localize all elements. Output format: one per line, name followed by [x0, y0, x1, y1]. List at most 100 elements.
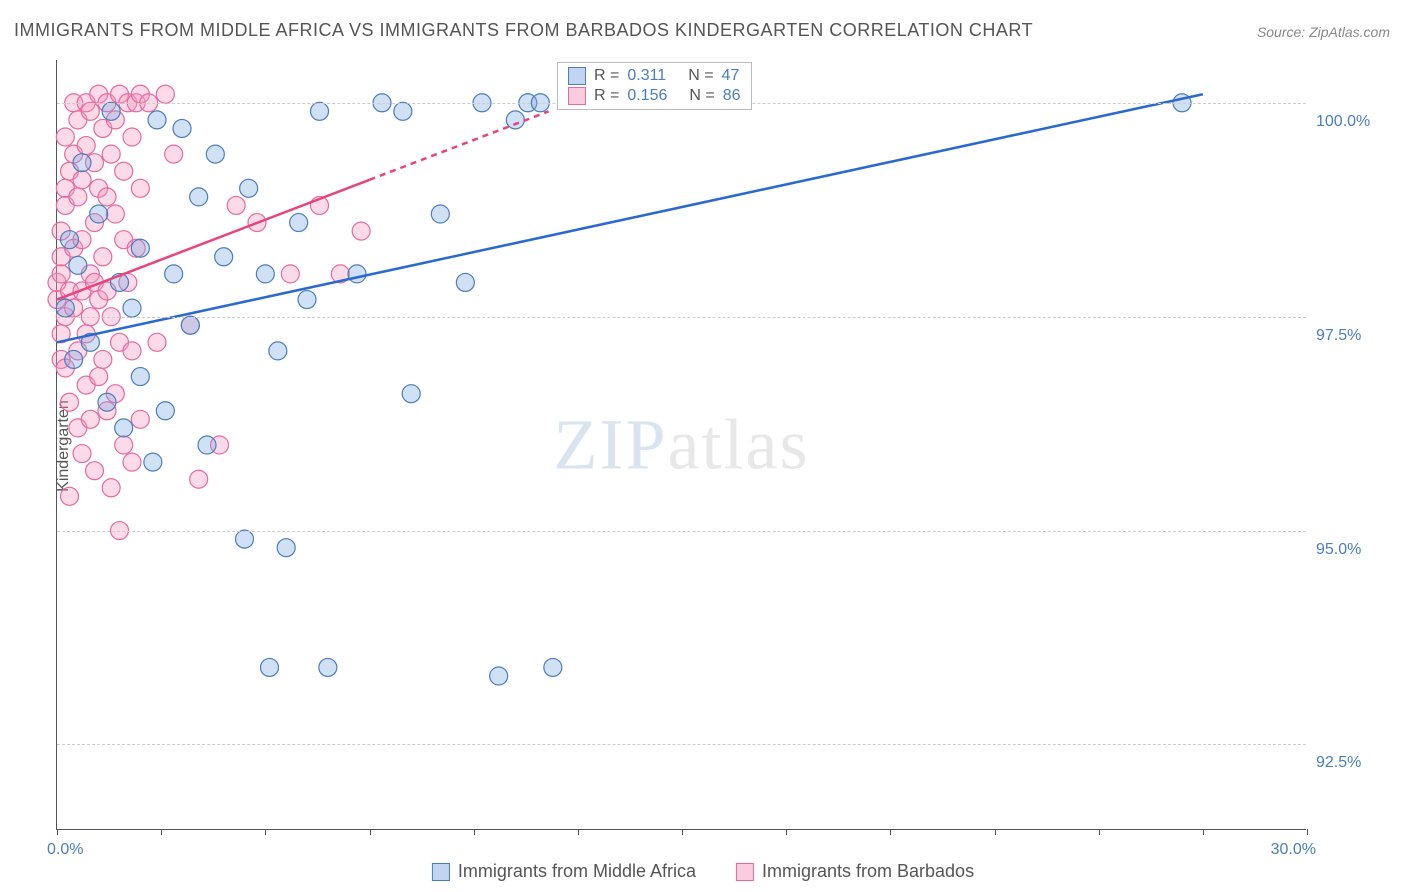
data-point: [311, 102, 329, 120]
x-tick-mark: [578, 829, 579, 835]
n-label: N =: [689, 87, 714, 105]
data-point: [402, 385, 420, 403]
legend-item-pink: Immigrants from Barbados: [736, 861, 974, 882]
data-point: [123, 453, 141, 471]
x-tick-mark: [995, 829, 996, 835]
n-label: N =: [688, 67, 713, 85]
gridline: [57, 317, 1306, 318]
y-tick-label: 97.5%: [1316, 327, 1396, 345]
x-tick-mark: [57, 829, 58, 835]
data-point: [77, 137, 95, 155]
data-point: [206, 145, 224, 163]
data-point: [61, 231, 79, 249]
data-point: [156, 402, 174, 420]
data-point: [190, 188, 208, 206]
y-tick-label: 95.0%: [1316, 541, 1396, 559]
x-tick-mark: [786, 829, 787, 835]
data-point: [69, 188, 87, 206]
data-point: [165, 265, 183, 283]
data-point: [456, 273, 474, 291]
data-point: [131, 368, 149, 386]
chart-container: IMMIGRANTS FROM MIDDLE AFRICA VS IMMIGRA…: [0, 0, 1406, 892]
data-point: [90, 205, 108, 223]
data-point: [123, 342, 141, 360]
trend-line: [57, 94, 1203, 342]
data-point: [215, 248, 233, 266]
data-point: [102, 145, 120, 163]
x-tick-min: 0.0%: [47, 841, 83, 859]
data-point: [131, 410, 149, 428]
x-tick-max: 30.0%: [1271, 841, 1316, 859]
x-tick-mark: [1307, 829, 1308, 835]
data-point: [269, 342, 287, 360]
data-point: [156, 85, 174, 103]
legend-stats-row-blue: R = 0.311 N = 47: [568, 67, 741, 85]
x-tick-mark: [682, 829, 683, 835]
data-point: [181, 316, 199, 334]
x-tick-mark: [1099, 829, 1100, 835]
data-point: [256, 265, 274, 283]
data-point: [102, 479, 120, 497]
data-point: [281, 265, 299, 283]
data-point: [81, 410, 99, 428]
data-point: [73, 171, 91, 189]
data-point: [198, 436, 216, 454]
n-value-pink: 86: [723, 87, 741, 105]
x-tick-mark: [474, 829, 475, 835]
data-point: [148, 111, 166, 129]
x-tick-mark: [265, 829, 266, 835]
gridline: [57, 531, 1306, 532]
data-point: [261, 658, 279, 676]
data-point: [65, 350, 83, 368]
data-point: [94, 350, 112, 368]
swatch-blue-icon: [432, 863, 450, 881]
data-point: [290, 214, 308, 232]
swatch-blue-icon: [568, 67, 586, 85]
source-attribution: Source: ZipAtlas.com: [1257, 24, 1390, 40]
legend-series: Immigrants from Middle Africa Immigrants…: [432, 861, 974, 882]
gridline: [57, 744, 1306, 745]
data-point: [90, 368, 108, 386]
data-point: [319, 658, 337, 676]
data-point: [102, 102, 120, 120]
data-point: [69, 256, 87, 274]
data-point: [56, 128, 74, 146]
r-value-blue: 0.311: [627, 67, 666, 85]
plot-area: ZIPatlas 100.0%97.5%95.0%92.5% 0.0% 30.0…: [56, 60, 1306, 830]
data-point: [123, 299, 141, 317]
data-point: [81, 102, 99, 120]
data-point: [240, 179, 258, 197]
data-point: [131, 179, 149, 197]
swatch-pink-icon: [568, 87, 586, 105]
legend-item-blue: Immigrants from Middle Africa: [432, 861, 696, 882]
r-label: R =: [594, 67, 619, 85]
legend-stats: R = 0.311 N = 47 R = 0.156 N = 86: [557, 62, 752, 110]
data-point: [94, 248, 112, 266]
data-point: [490, 667, 508, 685]
swatch-pink-icon: [736, 863, 754, 881]
n-value-blue: 47: [722, 67, 740, 85]
data-point: [115, 419, 133, 437]
y-tick-label: 92.5%: [1316, 754, 1396, 772]
data-point: [277, 539, 295, 557]
data-point: [394, 102, 412, 120]
data-point: [61, 487, 79, 505]
legend-stats-row-pink: R = 0.156 N = 86: [568, 87, 741, 105]
data-point: [61, 393, 79, 411]
data-point: [115, 162, 133, 180]
data-point: [165, 145, 183, 163]
data-point: [56, 299, 74, 317]
data-point: [506, 111, 524, 129]
data-point: [106, 205, 124, 223]
data-point: [298, 291, 316, 309]
data-point: [144, 453, 162, 471]
chart-title: IMMIGRANTS FROM MIDDLE AFRICA VS IMMIGRA…: [14, 20, 1033, 41]
r-value-pink: 0.156: [627, 87, 667, 105]
y-tick-label: 100.0%: [1316, 113, 1396, 131]
data-point: [98, 188, 116, 206]
data-point: [544, 658, 562, 676]
x-tick-mark: [890, 829, 891, 835]
x-tick-mark: [370, 829, 371, 835]
data-point: [98, 393, 116, 411]
legend-label-blue: Immigrants from Middle Africa: [458, 861, 696, 882]
